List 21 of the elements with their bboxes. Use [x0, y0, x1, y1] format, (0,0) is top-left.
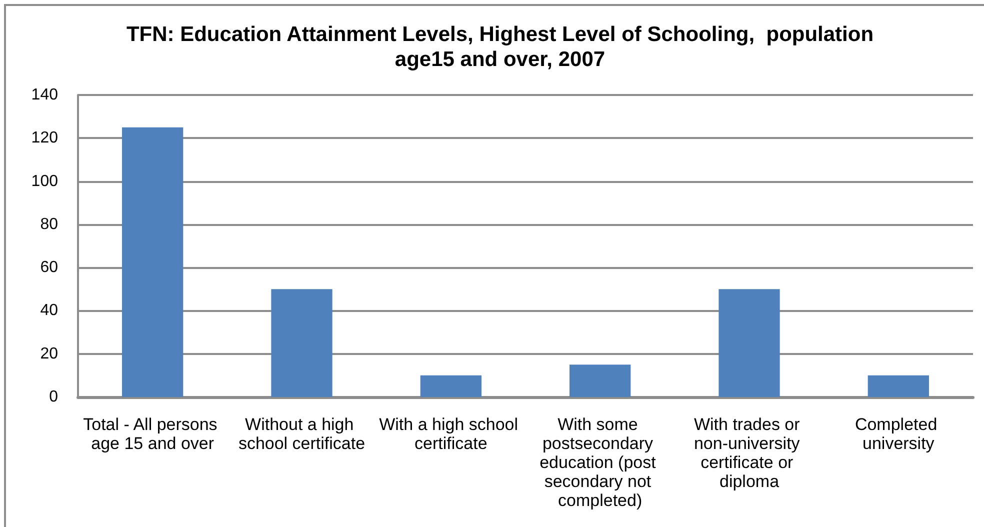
y-tick-label: 0 — [49, 388, 58, 406]
y-tick-label: 20 — [40, 345, 58, 362]
y-tick-label: 40 — [40, 302, 58, 320]
bar — [868, 375, 929, 397]
chart-title: TFN: Education Attainment Levels, Highest Level of Schooling, population age15 and over, 2007 — [125, 22, 875, 72]
y-tick-label: 80 — [40, 216, 58, 233]
bar — [570, 364, 631, 397]
bar — [420, 375, 482, 397]
y-tick-label: 140 — [31, 86, 58, 104]
y-tick-label: 100 — [31, 172, 58, 190]
x-tick-label: Total - All persons age 15 and over — [83, 415, 222, 453]
bar — [122, 127, 184, 397]
y-tick-label: 120 — [31, 130, 58, 147]
x-tick-label: With a high school certificate — [379, 415, 523, 453]
x-tick-label: With some postsecondary education (post secondary not completed) — [540, 415, 661, 510]
x-tick-label: Without a high school certificate — [238, 415, 366, 453]
bar — [718, 289, 780, 397]
x-tick-label: With trades or non-university certificate or diploma — [694, 415, 805, 491]
x-tick-label: Completed university — [854, 415, 942, 453]
bar — [271, 289, 332, 397]
y-tick-label: 60 — [40, 259, 58, 276]
